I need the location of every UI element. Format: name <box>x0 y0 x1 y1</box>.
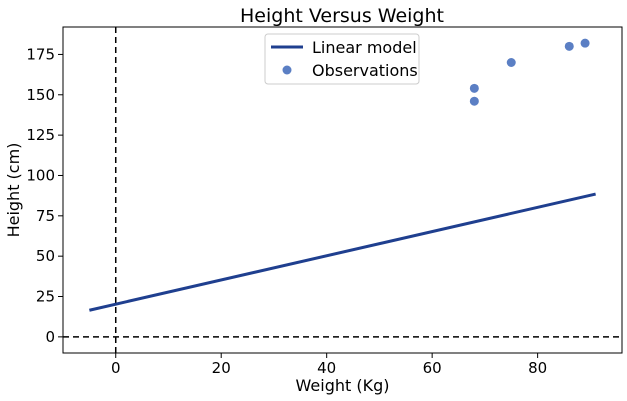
legend-box <box>264 33 420 85</box>
y-axis-label: Height (cm) <box>4 143 23 238</box>
legend-marker-swatch <box>282 65 292 75</box>
x-tick-label: 40 <box>317 359 336 377</box>
legend-entry-label: Observations <box>312 61 418 80</box>
observation-point <box>469 83 479 93</box>
reference-lines <box>63 27 622 353</box>
legend: Linear model Observations <box>264 33 420 85</box>
plot-area <box>62 26 623 354</box>
legend-entry-label: Linear model <box>312 38 417 57</box>
x-tick-label: 20 <box>212 359 231 377</box>
observation-point <box>564 41 574 51</box>
observation-point <box>469 96 479 106</box>
x-tick-label: 80 <box>528 359 547 377</box>
y-tick-label: 150 <box>26 86 55 104</box>
observation-point <box>580 38 590 48</box>
y-tick-label: 25 <box>36 288 55 306</box>
x-axis-label: Weight (Kg) <box>296 376 390 395</box>
y-tick-label: 75 <box>36 207 55 225</box>
y-tick-label: 0 <box>45 328 55 346</box>
observation-point <box>506 58 516 68</box>
y-tick-label: 100 <box>26 166 55 184</box>
linear-model-line <box>89 192 596 312</box>
chart-title: Height Versus Weight <box>240 5 444 27</box>
x-tick-label: 60 <box>423 359 442 377</box>
y-tick-label: 125 <box>26 126 55 144</box>
series-layer <box>89 38 596 312</box>
y-tick-label: 50 <box>36 247 55 265</box>
axis-ticks: 0 20 40 60 80 0 25 50 75 100 125 150 175 <box>26 45 547 377</box>
y-tick-label: 175 <box>26 45 55 63</box>
x-tick-label: 0 <box>111 359 121 377</box>
